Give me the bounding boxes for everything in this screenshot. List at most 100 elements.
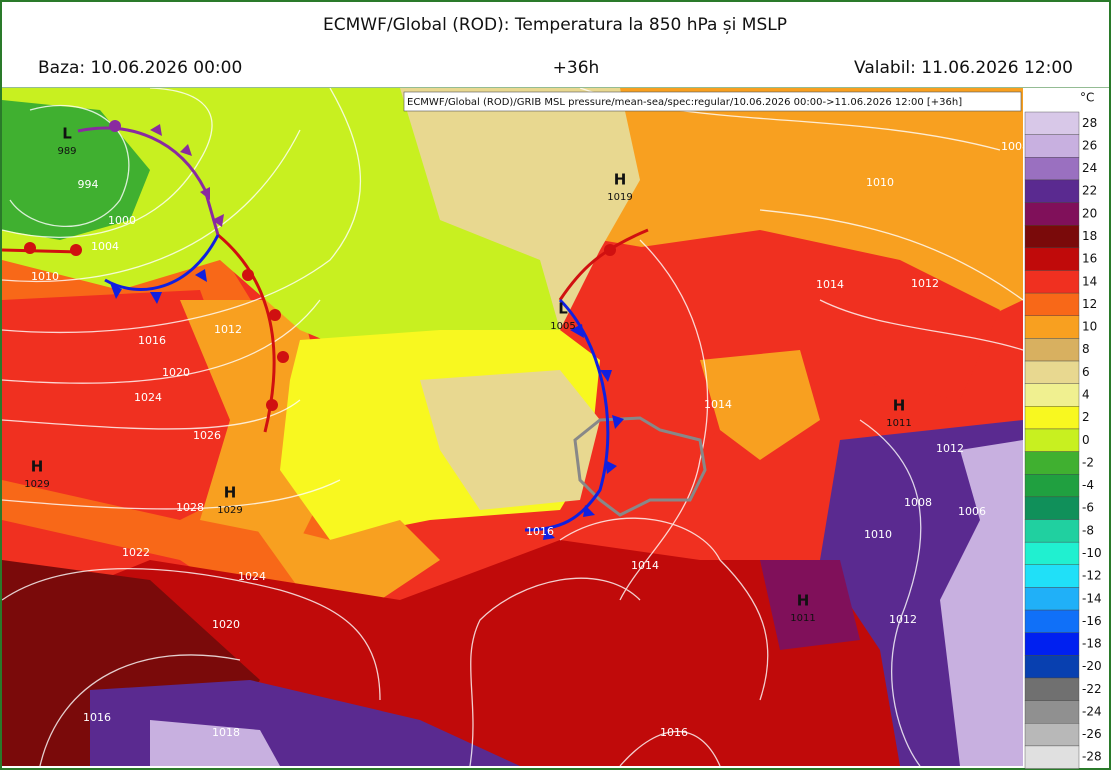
- pressure-center-letter: H: [614, 171, 627, 189]
- isobar-label: 1004: [91, 240, 119, 253]
- legend-swatch: [1024, 677, 1080, 701]
- field: [760, 560, 860, 650]
- occluded-front: [77, 126, 220, 236]
- pressure-center-value: 1005: [550, 321, 575, 332]
- isobar-label: 1012: [214, 323, 242, 336]
- isobar-label: 1016: [138, 334, 166, 347]
- legend-swatch: [1024, 406, 1080, 430]
- legend-label: -6: [1082, 501, 1094, 515]
- isobar-label: 1008: [904, 496, 932, 509]
- legend-label: 24: [1082, 161, 1097, 175]
- field: [700, 350, 820, 460]
- legend-swatch: [1024, 564, 1080, 588]
- field: [2, 100, 150, 240]
- legend-swatch: [1024, 655, 1080, 679]
- legend-swatch: [1024, 541, 1080, 565]
- legend-label: -24: [1082, 704, 1102, 718]
- isobar-label: 1024: [134, 391, 162, 404]
- pressure-center-letter: H: [893, 397, 906, 415]
- legend-swatch: [1024, 247, 1080, 271]
- legend-label: 20: [1082, 206, 1097, 220]
- isobar-label: 1024: [238, 570, 266, 583]
- legend-swatch: [1024, 632, 1080, 656]
- isobar-label: 1016: [83, 711, 111, 724]
- legend-swatch: [1024, 587, 1080, 611]
- isobar-label: 1012: [889, 613, 917, 626]
- front-symbols: [24, 242, 616, 411]
- isobar-label: 1020: [162, 366, 190, 379]
- legend-swatch: [1024, 745, 1080, 769]
- legend-label: -28: [1082, 750, 1102, 764]
- legend-swatch: [1024, 723, 1080, 747]
- isobar-label: 1028: [176, 501, 204, 514]
- legend-label: -22: [1082, 682, 1102, 696]
- isobar-label: 1008: [1001, 140, 1029, 153]
- front-symbols: [109, 120, 224, 227]
- field: [940, 440, 1023, 766]
- legend-label: -16: [1082, 614, 1102, 628]
- legend-label: 14: [1082, 274, 1097, 288]
- isobar-label: 1022: [122, 546, 150, 559]
- pressure-center-value: 989: [57, 146, 76, 157]
- pressure-center-value: 1011: [790, 613, 815, 624]
- isobar-label: 1026: [193, 429, 221, 442]
- legend-label: 0: [1082, 433, 1090, 447]
- isobar-label: 1020: [212, 618, 240, 631]
- isobar-label: 994: [78, 178, 99, 191]
- legend-label: -26: [1082, 727, 1102, 741]
- legend-label: 22: [1082, 184, 1097, 198]
- pressure-center-letter: H: [31, 458, 44, 476]
- legend-label: 16: [1082, 252, 1097, 266]
- caption-box: [403, 91, 1022, 112]
- legend-swatch: [1024, 338, 1080, 362]
- legend-swatch: [1024, 383, 1080, 407]
- legend-label: 10: [1082, 320, 1097, 334]
- legend-label: 28: [1082, 116, 1097, 130]
- legend-label: 6: [1082, 365, 1090, 379]
- pressure-center-value: 1019: [607, 192, 632, 203]
- legend-swatch: [1024, 519, 1080, 543]
- isobar-label: 1016: [660, 726, 688, 739]
- lead-time: +36h: [553, 58, 600, 78]
- legend-swatch: [1024, 609, 1080, 633]
- field: [150, 720, 280, 766]
- pressure-center-letter: L: [62, 125, 72, 143]
- legend-label: 26: [1082, 138, 1097, 152]
- legend-label: 2: [1082, 410, 1090, 424]
- legend-label: 4: [1082, 388, 1090, 402]
- isobar-label: 1014: [631, 559, 659, 572]
- map: 9941000100410101012101610201024102610281…: [2, 88, 1029, 766]
- front-symbols: [110, 269, 624, 540]
- legend-label: 12: [1082, 297, 1097, 311]
- legend-label: -8: [1082, 523, 1094, 537]
- isobar-label: 1014: [816, 278, 844, 291]
- legend-swatch: [1024, 496, 1080, 520]
- base-time: Baza: 10.06.2026 00:00: [38, 58, 242, 78]
- legend-swatch: [1024, 292, 1080, 316]
- pressure-center-letter: H: [797, 592, 810, 610]
- legend-label: -4: [1082, 478, 1094, 492]
- legend-swatch: [1024, 474, 1080, 498]
- field: [2, 290, 260, 520]
- legend-swatch: [1024, 270, 1080, 294]
- isobar-label: 1016: [526, 525, 554, 538]
- isobar-label: 1010: [31, 270, 59, 283]
- pressure-center-value: 1029: [24, 479, 49, 490]
- legend-label: -14: [1082, 591, 1102, 605]
- isobar-label: 1018: [212, 726, 240, 739]
- legend-label: -12: [1082, 569, 1102, 583]
- legend-swatch: [1024, 360, 1080, 384]
- pressure-center-letter: H: [224, 484, 237, 502]
- isobar-label: 1012: [911, 277, 939, 290]
- caption: ECMWF/Global (ROD)/GRIB MSL pressure/mea…: [407, 97, 962, 108]
- legend-swatch: [1024, 157, 1080, 181]
- isobar-label: 1014: [704, 398, 732, 411]
- legend-swatch: [1024, 700, 1080, 724]
- warm-front: [2, 228, 649, 301]
- isobar-label: 1000: [108, 214, 136, 227]
- warm-front: [217, 233, 276, 433]
- pressure-center-value: 1011: [886, 418, 911, 429]
- legend-swatch: [1024, 111, 1080, 135]
- legend-swatch: [1024, 134, 1080, 158]
